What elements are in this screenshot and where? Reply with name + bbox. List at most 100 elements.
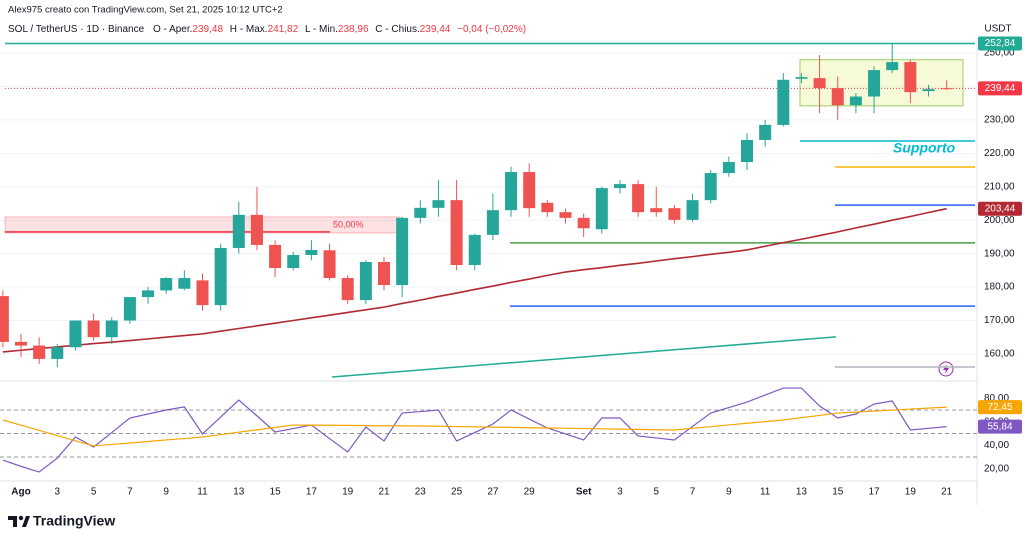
change: −0,04 (−0,02%) [457, 24, 526, 35]
price-tag-label: 252,84 [985, 38, 1016, 49]
candle-body [450, 200, 463, 265]
x-tick-label: 13 [233, 487, 245, 498]
ohlc-value: 241,82 [268, 24, 299, 35]
candle-body [813, 78, 826, 89]
candle-body [87, 320, 100, 338]
candle-body [305, 249, 318, 255]
candle-body [250, 214, 263, 245]
candle-body [759, 124, 772, 140]
candle-body [922, 89, 935, 92]
x-tick-label: Set [576, 487, 592, 498]
candle-body [359, 261, 372, 301]
candle-body [777, 79, 790, 125]
fib-label: 50,00% [333, 219, 364, 229]
x-tick-label: 19 [342, 487, 354, 498]
candle-body [559, 212, 572, 218]
candle-body [414, 207, 427, 218]
x-tick-label: 19 [905, 487, 917, 498]
ohlc-label: O - Aper. [153, 24, 192, 35]
candle-body [123, 297, 136, 321]
y-tick-label: 190,00 [984, 248, 1015, 259]
x-tick-label: 15 [832, 487, 844, 498]
candle-body [795, 77, 808, 79]
price-tag-label: 239,44 [985, 83, 1016, 94]
ohlc-value: 239,48 [192, 24, 223, 35]
candle-body [886, 62, 899, 71]
candle-body [323, 250, 336, 279]
rsi-line [2, 406, 947, 447]
candle-body [468, 234, 481, 265]
candle-body [142, 290, 155, 298]
logo-part [22, 516, 30, 527]
x-tick-label: 11 [197, 487, 208, 498]
candle-body [178, 278, 191, 289]
x-tick-label: 5 [91, 487, 97, 498]
price-tag [978, 81, 1022, 96]
candle-body [214, 247, 227, 306]
candle-body [33, 345, 46, 359]
x-tick-label: 21 [378, 487, 390, 498]
x-tick-label: 17 [306, 487, 318, 498]
price-tag-label: 55,84 [987, 421, 1012, 432]
candle-body [722, 162, 735, 174]
logo-part [18, 515, 24, 521]
trend-line [331, 336, 837, 378]
logo [8, 515, 30, 527]
y-tick-label: 170,00 [984, 315, 1015, 326]
x-tick-label: 7 [127, 487, 133, 498]
x-tick-label: 9 [163, 487, 169, 498]
candle-body [232, 214, 245, 248]
ohlc-value: 238,96 [338, 24, 369, 35]
x-tick-label: 13 [796, 487, 808, 498]
candle-body [541, 202, 554, 213]
price-tag-label: 72,45 [987, 402, 1012, 413]
candle-body [396, 217, 409, 286]
candle-body [196, 280, 209, 306]
candle-body [632, 184, 645, 213]
brand: TradingView [33, 513, 115, 529]
x-tick-label: 27 [487, 487, 499, 498]
x-tick-label: 15 [270, 487, 282, 498]
x-tick-label: 11 [760, 487, 771, 498]
x-tick-label: Ago [11, 487, 30, 498]
logo-part [13, 516, 17, 527]
y-tick-label: 210,00 [984, 181, 1015, 192]
candle-body [160, 278, 173, 291]
x-tick-label: 29 [524, 487, 536, 498]
candle-body [15, 341, 27, 346]
candle-body [505, 172, 518, 211]
price-tag [978, 419, 1022, 434]
candle-body [650, 208, 663, 213]
y-tick-label: 220,00 [984, 148, 1015, 159]
x-tick-label: 21 [941, 487, 953, 498]
alert-bolt [943, 364, 949, 374]
y-tick-label: 80,00 [984, 393, 1009, 404]
candle-body [287, 254, 300, 269]
x-tick-label: 3 [55, 487, 61, 498]
y-tick-label: 230,00 [984, 115, 1015, 126]
rsi-line [2, 387, 947, 473]
ohlc-label: L - Min. [305, 24, 338, 35]
candle-body [940, 88, 953, 90]
candle-body [741, 139, 753, 163]
candle-body [0, 296, 9, 342]
candle-body [341, 278, 354, 301]
price-tag-label: 203,44 [985, 203, 1016, 214]
candle-body [486, 210, 499, 235]
logo-part [8, 516, 17, 520]
price-tag [978, 36, 1022, 51]
candle-body [378, 261, 390, 286]
candle-body [595, 188, 608, 230]
legend-line: SOL / TetherUS · 1D · Binance O - Aper.2… [8, 24, 526, 35]
x-tick-label: 7 [690, 487, 696, 498]
candle-body [704, 173, 717, 201]
y-tick-label: 250,00 [984, 48, 1015, 59]
x-tick-label: 23 [415, 487, 427, 498]
candle-body [432, 200, 445, 208]
x-tick-label: 3 [617, 487, 623, 498]
price-tag [978, 400, 1022, 415]
candle-body [69, 320, 82, 348]
candle-body [613, 184, 626, 189]
